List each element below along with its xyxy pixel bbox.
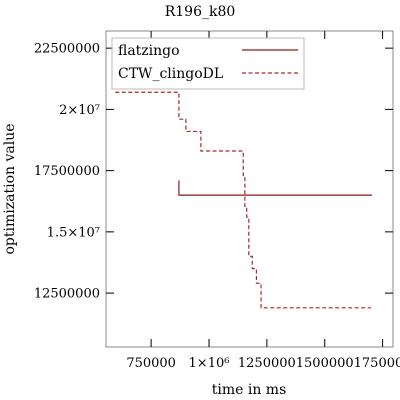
y-tick-label-0: 12500000 bbox=[34, 287, 100, 302]
legend-label-ctw-clingodl: CTW_clingoDL bbox=[118, 66, 223, 82]
x-tick-label-4: 1750000 bbox=[354, 356, 400, 371]
x-tick-label-0: 750000 bbox=[126, 356, 176, 371]
series-layer bbox=[115, 91, 373, 309]
y-tick-label-1: 1.5×10⁷ bbox=[47, 225, 100, 240]
y-tick-label-2: 17500000 bbox=[34, 164, 100, 179]
legend: flatzingo CTW_clingoDL bbox=[111, 37, 305, 90]
y-tick-label-3: 2×10⁷ bbox=[59, 103, 100, 118]
series-line-flatzingo bbox=[178, 180, 373, 196]
x-axis-label: time in ms bbox=[212, 382, 287, 398]
legend-box bbox=[111, 37, 305, 90]
y-tick-label-4: 22500000 bbox=[34, 42, 100, 57]
chart-title: R196_k80 bbox=[165, 4, 236, 20]
axis-ticks: 750000 1×10⁶ 125000015000001750000 12500000… bbox=[34, 31, 400, 371]
legend-label-flatzingo: flatzingo bbox=[118, 43, 180, 59]
series-line-ctw-clingodl bbox=[115, 91, 372, 309]
x-tick-label-1: 1×10⁶ bbox=[189, 356, 230, 371]
y-axis-label: optimization value bbox=[2, 123, 18, 254]
x-tick-label-2: 1250000 bbox=[238, 356, 296, 371]
x-tick-label-3: 1500000 bbox=[296, 356, 354, 371]
